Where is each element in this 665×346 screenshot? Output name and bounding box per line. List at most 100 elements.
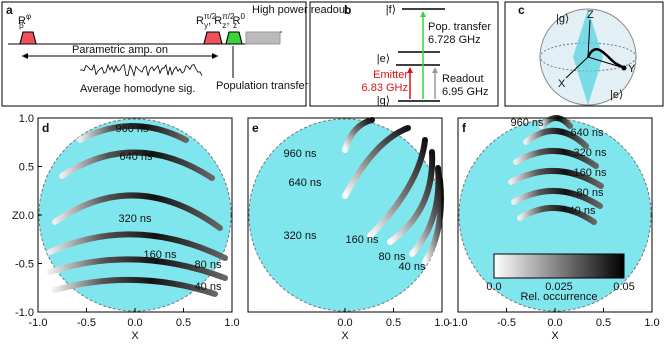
panel-frame: [504, 1, 664, 107]
signal-label: Average homodyne sig.: [80, 83, 195, 95]
time-label: 640 ns: [570, 127, 604, 139]
axis-label: |g⟩: [556, 13, 569, 25]
trajectory: [511, 188, 603, 209]
time-label: 40 ns: [569, 205, 596, 217]
time-label: 160 ns: [143, 249, 177, 261]
trajectory: [342, 117, 375, 153]
levels: [396, 8, 445, 102]
amp-label: Parametric amp. on: [72, 44, 168, 56]
y-tick-label: -0.5: [15, 259, 34, 271]
axis-label: X: [558, 78, 566, 90]
time-label: 640 ns: [119, 151, 153, 163]
time-label: 160 ns: [345, 234, 379, 246]
panel-frame: [1, 1, 307, 107]
trajectory: [52, 192, 223, 231]
text-piece: z: [222, 21, 226, 30]
text-piece: , R: [208, 15, 222, 27]
trajectory: [422, 177, 444, 265]
text: 6.95 GHz: [442, 86, 488, 98]
time-label: 160 ns: [573, 167, 607, 179]
time-label: 320 ns: [118, 213, 152, 225]
arrow-head: [420, 11, 426, 17]
x-tick-label: 0.5: [386, 317, 401, 329]
x-tick-label: 0.5: [596, 317, 611, 329]
x-axis-label: X: [341, 330, 349, 342]
pulse: [19, 31, 223, 45]
text: 6.728 GHz: [428, 34, 481, 46]
homodyne-signal: [79, 63, 203, 78]
trajectory: [517, 205, 597, 225]
text: Pop. transfer: [428, 21, 491, 33]
x-tick-label: 0.0: [337, 317, 352, 329]
time-label: 320 ns: [573, 147, 607, 159]
text: 6.83 GHz: [362, 82, 408, 94]
pulse-label: Rφ β: [18, 12, 31, 30]
x-tick-label: 1.0: [644, 317, 659, 329]
x-tick-label: -1.0: [449, 317, 468, 329]
text-piece: y: [204, 21, 208, 30]
x-axis-label: X: [551, 330, 559, 342]
x-tick-label: -1.0: [29, 317, 48, 329]
axes: [565, 19, 625, 79]
panel-label: c: [518, 3, 525, 17]
panel-label: a: [6, 3, 13, 17]
level-label: |f⟩: [386, 4, 396, 16]
colorbar: [493, 253, 625, 279]
text-piece: π/2: [222, 12, 235, 21]
trajectory: [513, 148, 599, 169]
x-tick-label: 0.0: [127, 317, 142, 329]
trajectory: [586, 48, 625, 70]
trajectory: [508, 168, 604, 189]
trajectory: [59, 149, 215, 181]
y-tick-label: 0.5: [19, 162, 34, 174]
time-label: 80 ns: [577, 187, 604, 199]
axis-label: Y: [628, 63, 636, 75]
x-tick-label: -0.5: [77, 317, 96, 329]
time-label: 960 ns: [510, 117, 544, 129]
arrow-head: [407, 67, 413, 73]
trajectory: [342, 125, 411, 199]
level-label: |g⟩: [377, 95, 390, 107]
arrow-head: [432, 67, 438, 73]
time-label: 80 ns: [379, 251, 406, 263]
x-tick-label: -0.5: [497, 317, 516, 329]
text-piece: φ: [26, 12, 31, 21]
text: Emitter: [373, 69, 408, 81]
transfer-label: Population transfer: [216, 80, 309, 92]
text-piece: R: [196, 15, 204, 27]
readout-label: High power readout: [252, 4, 348, 16]
colorbar-label: Rel. occurrence: [520, 291, 597, 303]
trajectory: [47, 256, 228, 281]
colorbar-tick: 0.0: [486, 281, 501, 293]
pulse-label: Rπ/2 y, Rπ/2 z, R0 z: [196, 12, 245, 30]
panel-label: e: [252, 121, 259, 135]
trajectory: [387, 149, 436, 245]
panel-label: b: [344, 3, 351, 17]
axis-label: Z: [587, 9, 594, 21]
y-tick-label: -1.0: [15, 307, 34, 319]
x-axis-label: X: [131, 330, 139, 342]
x-tick-label: 1.0: [224, 317, 239, 329]
panel-frame: [309, 1, 499, 107]
y-tick-label: 1.0: [19, 113, 34, 125]
readout-pulse: [245, 31, 281, 45]
time-label: 640 ns: [288, 177, 322, 189]
panel-label: f: [462, 121, 467, 135]
text-piece: β: [19, 21, 24, 30]
trajectory: [47, 231, 228, 261]
panel-label: d: [42, 121, 49, 135]
time-label: 80 ns: [195, 259, 222, 271]
trajectory: [523, 127, 589, 149]
time-label: 40 ns: [195, 281, 222, 293]
trajectory: [77, 123, 189, 143]
point: [621, 65, 627, 71]
trajectory: [52, 276, 218, 297]
time-label: 960 ns: [115, 123, 149, 135]
x-tick-label: 0.5: [176, 317, 191, 329]
level-label: |e⟩: [377, 53, 390, 65]
text-piece: z: [233, 21, 237, 30]
colorbar-tick: 0.05: [613, 281, 634, 293]
pulse: [225, 31, 243, 45]
text-piece: R: [18, 15, 26, 27]
